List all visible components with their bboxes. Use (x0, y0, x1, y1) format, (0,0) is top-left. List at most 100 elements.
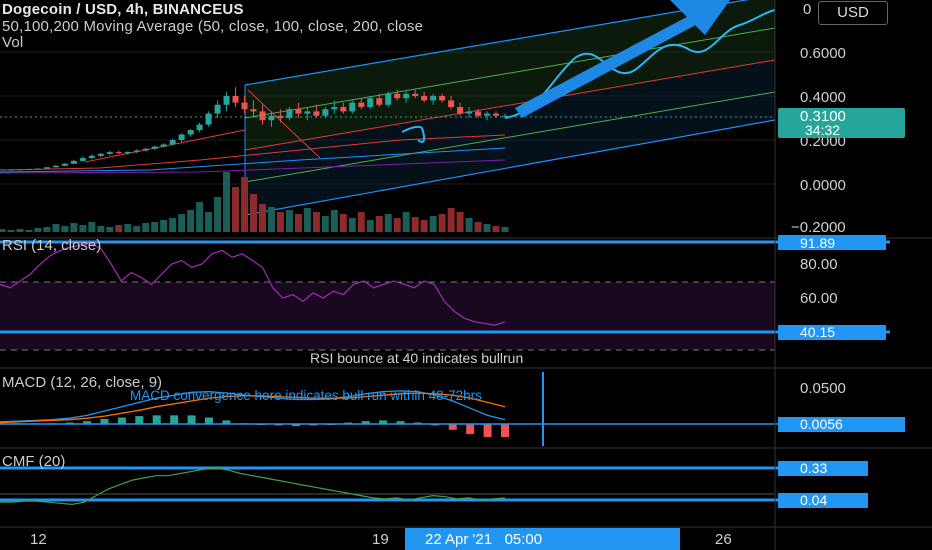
candle-body[interactable] (16, 169, 23, 171)
regression-channel[interactable] (244, 0, 776, 216)
candle-body[interactable] (241, 102, 248, 110)
candle-body[interactable] (457, 107, 464, 114)
candle-body[interactable] (385, 93, 392, 105)
macd-histogram-bar (379, 420, 388, 424)
volume-bar (142, 223, 150, 232)
volume-bar (25, 230, 33, 232)
candle-body[interactable] (115, 152, 122, 154)
rsi-annotation: RSI bounce at 40 indicates bullrun (310, 350, 523, 366)
macd-histogram-bar (448, 424, 457, 430)
candle-body[interactable] (502, 115, 508, 117)
macd-histogram-bar (170, 415, 179, 424)
candle-body[interactable] (124, 151, 131, 154)
volume-bar (447, 208, 455, 232)
candle-body[interactable] (430, 96, 437, 101)
candle-body[interactable] (232, 96, 239, 103)
volume-bar (384, 214, 392, 232)
volume-bar (375, 216, 383, 232)
candle-body[interactable] (358, 102, 365, 107)
time-tick: 19 (372, 531, 389, 548)
rsi-level-badge: 91.89 (778, 235, 886, 251)
candle-body[interactable] (70, 160, 77, 164)
candle-body[interactable] (187, 130, 194, 135)
candle-body[interactable] (151, 146, 158, 149)
candle-body[interactable] (52, 165, 59, 168)
candle-body[interactable] (448, 100, 455, 107)
volume-bar (321, 216, 329, 232)
candle-body[interactable] (331, 107, 338, 110)
candle-body[interactable] (313, 111, 320, 116)
volume-bar (0, 229, 6, 232)
candle-body[interactable] (304, 111, 311, 114)
candle-body[interactable] (61, 163, 68, 166)
candle-body[interactable] (349, 102, 356, 112)
candle-body[interactable] (223, 96, 230, 105)
macd-histogram-bar (135, 416, 144, 424)
candle-body[interactable] (214, 104, 221, 114)
volume-bar (465, 218, 473, 232)
volume-bar (250, 194, 257, 232)
candle-body[interactable] (250, 109, 257, 112)
candle-body[interactable] (322, 109, 329, 116)
candle-body[interactable] (7, 169, 14, 171)
candle-body[interactable] (142, 148, 149, 151)
ma-100-line (0, 147, 506, 173)
candle-body[interactable] (475, 111, 482, 116)
candle-body[interactable] (376, 98, 383, 105)
signal-line (0, 392, 506, 424)
volume-bar (223, 172, 231, 232)
candle-body[interactable] (394, 93, 401, 99)
candle-body[interactable] (97, 153, 104, 156)
volume-bar (214, 197, 222, 232)
macd-histogram-bar (361, 421, 370, 424)
candle-series[interactable] (0, 87, 508, 171)
macd-histogram-bar (204, 417, 213, 424)
candle-body[interactable] (205, 113, 212, 125)
candle-body[interactable] (178, 134, 185, 141)
volume-bar (420, 220, 428, 232)
candle-body[interactable] (25, 169, 32, 171)
candle-body[interactable] (421, 96, 428, 101)
candle-body[interactable] (160, 144, 167, 147)
candle-body[interactable] (484, 113, 491, 116)
candle-body[interactable] (88, 155, 95, 159)
candle-body[interactable] (196, 124, 203, 131)
candle-body[interactable] (34, 168, 41, 170)
candle-body[interactable] (169, 140, 176, 145)
svg-text:34:32: 34:32 (805, 122, 840, 138)
candle-body[interactable] (268, 115, 275, 121)
last-price-badge: 0.3100 34:32 (778, 108, 905, 138)
macd-annotation: MACD convergence here indicates bull run… (130, 388, 482, 403)
time-cursor-badge: 22 Apr '21 05:00 (405, 528, 680, 550)
candle-body[interactable] (295, 109, 302, 114)
price-tick: −0.2000 (791, 219, 846, 236)
candle-body[interactable] (367, 98, 374, 107)
price-tick: 0.6000 (800, 45, 846, 62)
macd-histogram-bar (501, 424, 509, 437)
candle-body[interactable] (259, 111, 266, 121)
volume-label: Vol (2, 34, 24, 51)
candle-body[interactable] (439, 96, 446, 101)
candle-body[interactable] (286, 109, 293, 118)
currency-selector[interactable]: USD (818, 1, 888, 25)
volume-bar (339, 214, 347, 232)
volume-bar (205, 212, 213, 232)
svg-text:0.3100: 0.3100 (800, 108, 846, 125)
candle-body[interactable] (79, 158, 86, 161)
candle-body[interactable] (106, 152, 113, 154)
price-tick: 0.0000 (800, 177, 846, 194)
candle-body[interactable] (0, 169, 5, 171)
candle-body[interactable] (466, 111, 473, 114)
svg-text:91.89: 91.89 (800, 235, 835, 251)
candle-body[interactable] (133, 150, 140, 152)
macd-histogram-bar (292, 424, 301, 427)
candle-body[interactable] (43, 167, 50, 169)
candle-body[interactable] (403, 93, 410, 99)
volume-bar (124, 224, 132, 232)
volume-bar (393, 218, 401, 232)
volume-bar (330, 210, 338, 232)
candle-body[interactable] (493, 113, 500, 116)
candle-body[interactable] (340, 107, 347, 112)
candle-body[interactable] (412, 93, 419, 96)
